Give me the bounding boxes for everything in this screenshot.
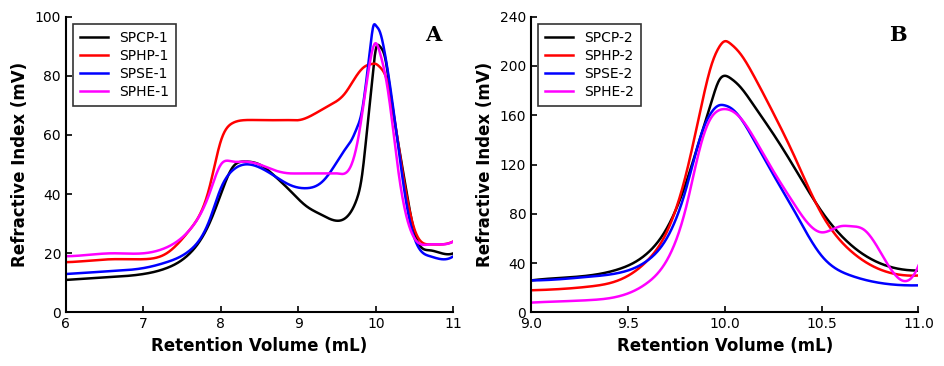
SPHP-2 [548, 287, 560, 292]
SPSE-1 [307, 185, 318, 190]
SPHE-1 [370, 41, 381, 45]
SPCP-2 [912, 268, 923, 273]
SPSE-2 [772, 181, 784, 186]
SPCP-2 [760, 122, 771, 126]
Legend: SPCP-2, SPHP-2, SPSE-2, SPHE-2: SPCP-2, SPHP-2, SPSE-2, SPHE-2 [537, 23, 640, 106]
SPHE-2 [548, 299, 560, 304]
SPHP-1 [60, 260, 72, 264]
SPHE-2 [718, 107, 730, 111]
Line: SPSE-2: SPSE-2 [531, 105, 918, 285]
SPCP-2 [818, 214, 830, 219]
SPSE-1 [285, 183, 296, 187]
SPHP-1 [394, 153, 405, 158]
SPSE-1 [295, 186, 307, 190]
SPHP-2 [525, 288, 536, 292]
SPSE-1 [60, 272, 72, 276]
Line: SPHE-2: SPHE-2 [531, 109, 918, 303]
SPCP-2 [525, 278, 536, 283]
X-axis label: Retention Volume (mL): Retention Volume (mL) [615, 337, 832, 355]
SPCP-2 [718, 74, 730, 78]
SPHE-2 [912, 264, 923, 268]
SPSE-2 [750, 142, 762, 147]
SPHP-1 [307, 113, 318, 117]
SPHE-1 [307, 171, 318, 176]
SPHE-1 [60, 254, 72, 258]
SPSE-1 [354, 118, 365, 123]
Y-axis label: Refractive Index (mV): Refractive Index (mV) [11, 62, 29, 267]
SPCP-1 [307, 208, 318, 212]
SPHE-2 [525, 300, 536, 305]
SPHE-1 [285, 171, 296, 176]
SPHE-2 [760, 157, 771, 162]
SPSE-1 [394, 157, 405, 162]
SPHP-2 [858, 259, 869, 264]
SPHE-2 [818, 230, 830, 234]
SPHP-2 [818, 218, 830, 223]
SPHE-2 [858, 228, 869, 233]
Legend: SPCP-1, SPHP-1, SPSE-1, SPHE-1: SPCP-1, SPHP-1, SPSE-1, SPHE-1 [73, 23, 176, 106]
SPSE-2 [818, 258, 830, 262]
SPSE-2 [906, 283, 918, 288]
SPSE-2 [760, 161, 771, 165]
SPHE-1 [354, 127, 365, 131]
SPHP-2 [760, 98, 771, 102]
SPHP-2 [719, 39, 731, 43]
SPCP-2 [548, 276, 560, 280]
Text: B: B [888, 26, 906, 45]
SPCP-1 [372, 43, 383, 47]
SPCP-1 [84, 276, 95, 281]
SPSE-2 [858, 278, 869, 282]
SPHP-1 [354, 69, 365, 74]
Line: SPHP-1: SPHP-1 [66, 64, 453, 262]
SPHE-2 [750, 140, 762, 144]
SPCP-1 [394, 151, 405, 156]
SPSE-2 [912, 283, 923, 288]
SPCP-1 [60, 278, 72, 282]
SPSE-1 [447, 254, 459, 258]
Line: SPCP-1: SPCP-1 [66, 45, 453, 280]
SPHP-2 [912, 273, 923, 278]
SPHE-1 [447, 239, 459, 244]
Line: SPHP-2: SPHP-2 [531, 41, 918, 290]
SPSE-1 [84, 270, 95, 275]
SPHE-1 [295, 171, 307, 176]
SPSE-2 [548, 277, 560, 282]
Line: SPCP-2: SPCP-2 [531, 76, 918, 280]
SPHP-2 [750, 79, 762, 83]
SPHP-1 [447, 239, 459, 244]
SPHP-1 [84, 258, 95, 263]
SPCP-2 [750, 107, 762, 112]
SPHE-1 [394, 180, 405, 185]
X-axis label: Retention Volume (mL): Retention Volume (mL) [151, 337, 367, 355]
SPCP-1 [354, 186, 365, 191]
SPCP-2 [772, 139, 784, 144]
SPHE-1 [84, 253, 95, 257]
SPHP-2 [772, 121, 784, 125]
Text: A: A [425, 26, 441, 45]
SPCP-1 [285, 189, 296, 194]
SPHP-1 [285, 118, 296, 122]
Line: SPSE-1: SPSE-1 [66, 24, 453, 274]
SPSE-1 [368, 22, 379, 26]
SPCP-1 [447, 251, 459, 255]
SPHP-1 [368, 61, 379, 66]
Line: SPHE-1: SPHE-1 [66, 43, 453, 256]
SPCP-1 [295, 199, 307, 204]
SPHP-1 [295, 117, 307, 122]
SPHE-2 [772, 177, 784, 182]
Y-axis label: Refractive Index (mV): Refractive Index (mV) [476, 62, 494, 267]
SPSE-2 [716, 103, 727, 107]
SPSE-2 [525, 278, 536, 283]
SPCP-2 [858, 253, 869, 258]
